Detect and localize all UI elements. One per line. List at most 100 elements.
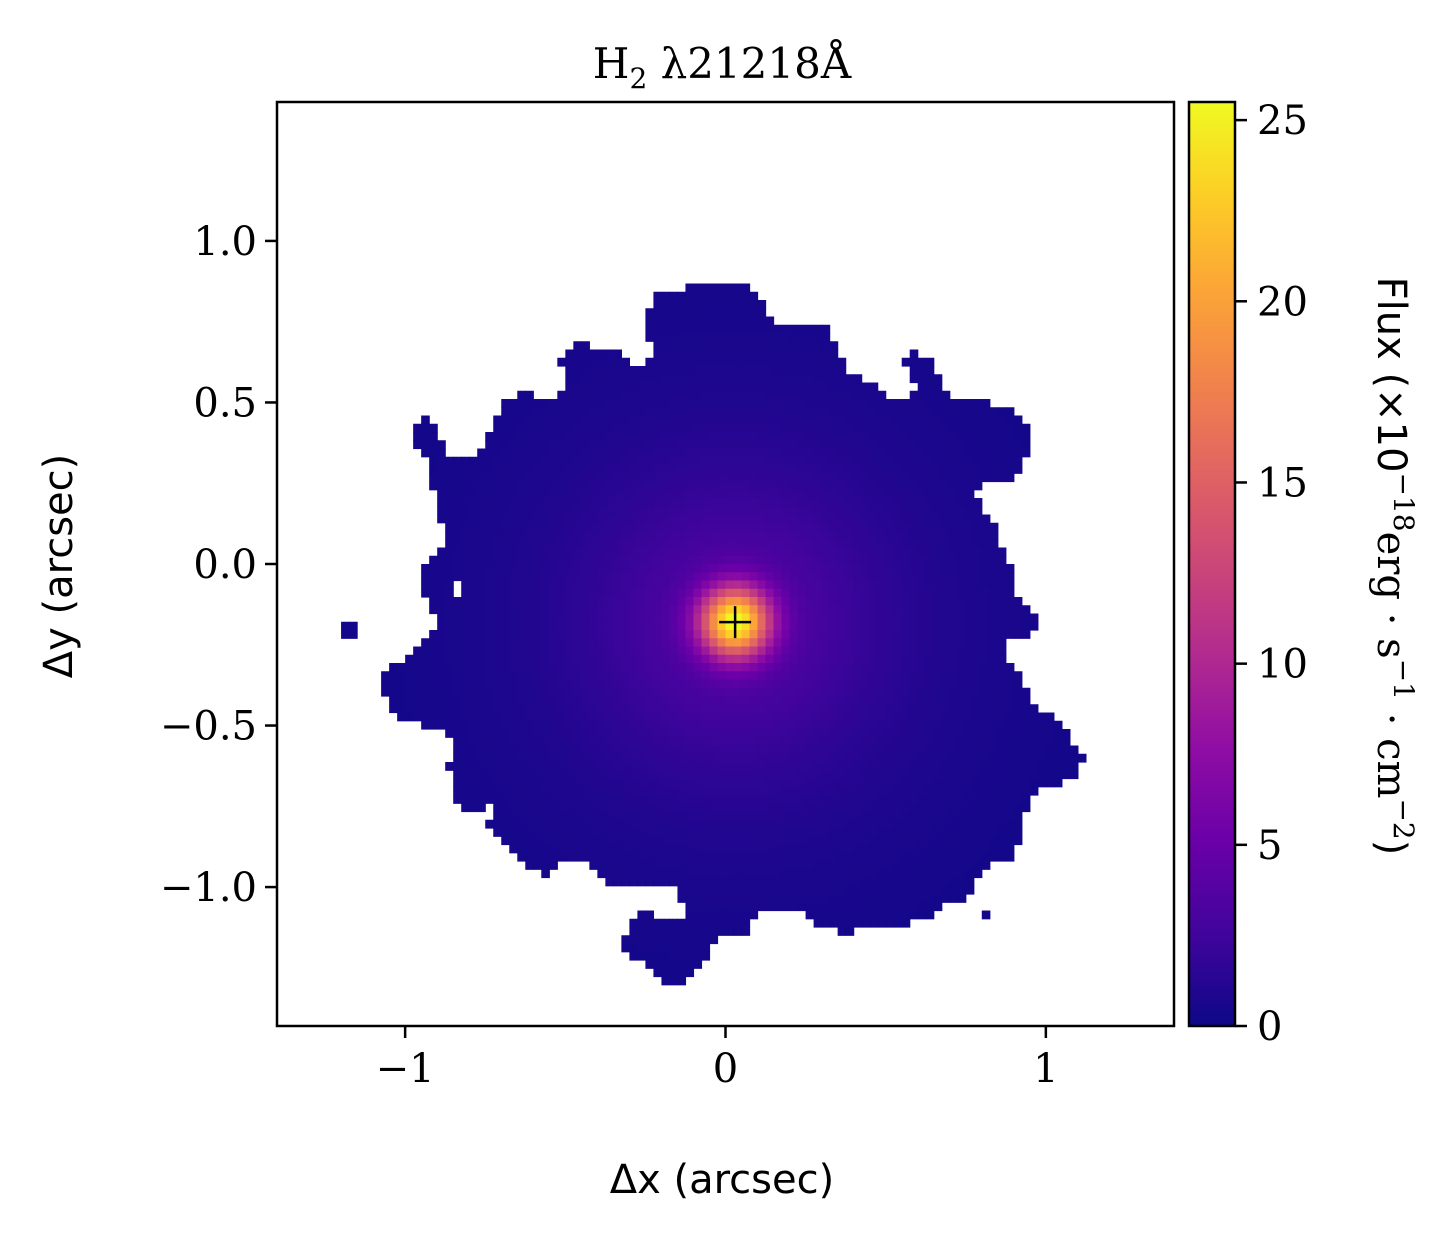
heatmap-cell <box>685 960 695 969</box>
heatmap-cell <box>957 555 967 565</box>
heatmap-cell <box>893 654 903 664</box>
heatmap-cell <box>1029 778 1039 788</box>
heatmap-cell <box>741 795 751 804</box>
heatmap-cell <box>725 877 735 887</box>
heatmap-cell <box>757 663 767 672</box>
heatmap-cell <box>917 795 927 804</box>
heatmap-cell <box>917 580 927 590</box>
heatmap-cell <box>885 440 895 450</box>
heatmap-cell <box>741 448 751 458</box>
heatmap-cell <box>669 844 679 854</box>
heatmap-cell <box>805 597 815 606</box>
heatmap-cell <box>885 902 895 912</box>
heatmap-cell <box>925 778 935 788</box>
heatmap-cell <box>501 522 510 532</box>
heatmap-cell <box>765 762 775 771</box>
heatmap-cell <box>773 498 783 507</box>
heatmap-cell <box>445 555 454 565</box>
heatmap-cell <box>805 382 815 392</box>
heatmap-cell <box>1037 729 1047 738</box>
heatmap-cell <box>517 613 526 623</box>
heatmap-cell <box>981 630 991 639</box>
heatmap-cell <box>757 605 767 615</box>
heatmap-cell <box>861 638 871 648</box>
heatmap-cell <box>685 613 695 623</box>
heatmap-cell <box>1069 762 1079 771</box>
heatmap-cell <box>861 440 871 450</box>
heatmap-cell <box>429 588 438 598</box>
heatmap-cell <box>1005 778 1015 788</box>
heatmap-cell <box>893 894 903 903</box>
heatmap-cell <box>885 762 895 771</box>
heatmap-cell <box>813 498 823 507</box>
heatmap-cell <box>981 621 991 631</box>
heatmap-cell <box>469 671 478 681</box>
heatmap-cell <box>581 580 590 590</box>
heatmap-cell <box>621 440 630 450</box>
heatmap-cell <box>805 366 815 375</box>
heatmap-cell <box>885 770 895 780</box>
heatmap-cell <box>1053 762 1063 771</box>
heatmap-cell <box>581 539 590 549</box>
heatmap-cell <box>829 828 839 837</box>
heatmap-cell <box>517 580 526 590</box>
heatmap-cell <box>453 654 462 664</box>
heatmap-cell <box>477 555 486 565</box>
heatmap-cell <box>541 745 550 755</box>
heatmap-cell <box>701 877 711 887</box>
heatmap-cell <box>781 720 791 730</box>
heatmap-cell <box>709 918 719 928</box>
heatmap-cell <box>637 564 647 573</box>
heatmap-cell <box>757 473 767 483</box>
heatmap-cell <box>797 390 807 400</box>
heatmap-cell <box>413 671 422 681</box>
heatmap-cell <box>549 712 558 722</box>
heatmap-cell <box>749 580 759 590</box>
heatmap-cell <box>877 473 887 483</box>
heatmap-cell <box>749 770 759 780</box>
heatmap-cell <box>997 630 1007 639</box>
heatmap-cell <box>829 663 839 672</box>
heatmap-cell <box>565 679 574 689</box>
heatmap-cell <box>973 448 983 458</box>
heatmap-cell <box>837 737 847 747</box>
heatmap-cell <box>885 786 895 796</box>
heatmap-cell <box>629 877 638 887</box>
heatmap-cell <box>693 704 703 714</box>
heatmap-cell <box>509 456 518 466</box>
heatmap-cell <box>789 547 799 557</box>
heatmap-cell <box>605 679 614 689</box>
heatmap-cell <box>685 638 695 648</box>
heatmap-cell <box>821 514 831 524</box>
heatmap-cell <box>533 547 542 557</box>
heatmap-cell <box>829 679 839 689</box>
heatmap-cell <box>829 894 839 903</box>
heatmap-cell <box>605 489 614 499</box>
heatmap-cell <box>605 786 614 796</box>
heatmap-cell <box>789 382 799 392</box>
heatmap-cell <box>677 374 687 384</box>
heatmap-cell <box>469 770 478 780</box>
heatmap-cell <box>413 712 422 722</box>
heatmap-cell <box>741 415 751 425</box>
heatmap-cell <box>765 324 775 334</box>
heatmap-cell <box>773 811 783 821</box>
heatmap-cell <box>893 844 903 854</box>
heatmap-cell <box>501 399 510 408</box>
heatmap-cell <box>861 786 871 796</box>
heatmap-cell <box>661 968 671 978</box>
heatmap-cell <box>909 654 919 664</box>
heatmap-cell <box>453 456 462 466</box>
heatmap-cell <box>845 440 855 450</box>
heatmap-cell <box>669 415 679 425</box>
heatmap-cell <box>589 638 598 648</box>
heatmap-cell <box>877 753 887 763</box>
heatmap-cell <box>733 720 743 730</box>
heatmap-cell <box>661 630 671 639</box>
heatmap-cell <box>669 374 679 384</box>
heatmap-cell <box>693 522 703 532</box>
heatmap-cell <box>629 762 638 771</box>
heatmap-cell <box>477 671 486 681</box>
heatmap-cell <box>453 720 462 730</box>
heatmap-cell <box>493 415 502 425</box>
